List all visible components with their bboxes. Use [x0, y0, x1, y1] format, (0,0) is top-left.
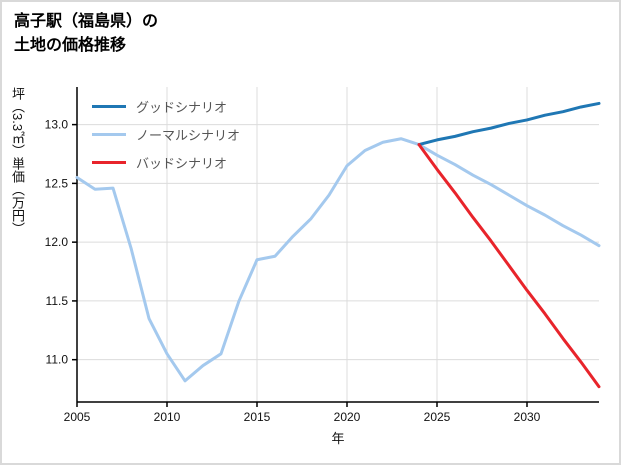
x-tick-label: 2005: [64, 410, 91, 424]
x-axis-label: 年: [331, 431, 345, 446]
legend-label: グッドシナリオ: [136, 99, 228, 115]
y-tick-label: 12.5: [45, 176, 69, 190]
series-line-bad: [417, 143, 601, 389]
y-tick-label: 12.0: [45, 235, 69, 249]
x-tick-label: 2025: [424, 410, 451, 424]
legend-line-swatch: [92, 160, 126, 164]
chart-title-line2: 土地の価格推移: [14, 37, 127, 54]
chart-legend: グッドシナリオ ノーマルシナリオ バッドシナリオ: [92, 92, 240, 176]
x-tick-label: 2010: [154, 410, 181, 424]
x-tick-label: 2030: [514, 410, 541, 424]
legend-label: ノーマルシナリオ: [136, 127, 241, 143]
series-line-good: [417, 101, 601, 147]
legend-line-swatch: [92, 132, 126, 136]
x-tick-label: 2015: [244, 410, 271, 424]
legend-label: バッドシナリオ: [136, 155, 228, 171]
chart-title: 高子駅（福島県）の 土地の価格推移: [14, 10, 158, 58]
y-tick-label: 13.0: [45, 118, 69, 132]
legend-line-swatch: [92, 104, 126, 108]
chart-title-line1: 高子駅（福島県）の: [14, 13, 159, 30]
x-tick-label: 2020: [334, 410, 361, 424]
legend-item: グッドシナリオ: [92, 92, 240, 120]
y-tick-label: 11.0: [46, 353, 69, 367]
legend-item: バッドシナリオ: [92, 148, 240, 176]
legend-item: ノーマルシナリオ: [92, 120, 240, 148]
y-tick-label: 11.5: [46, 294, 69, 308]
y-axis-label: 坪（3.3㎡）単価（万円）: [10, 87, 25, 236]
series-line-normal: [75, 137, 601, 383]
